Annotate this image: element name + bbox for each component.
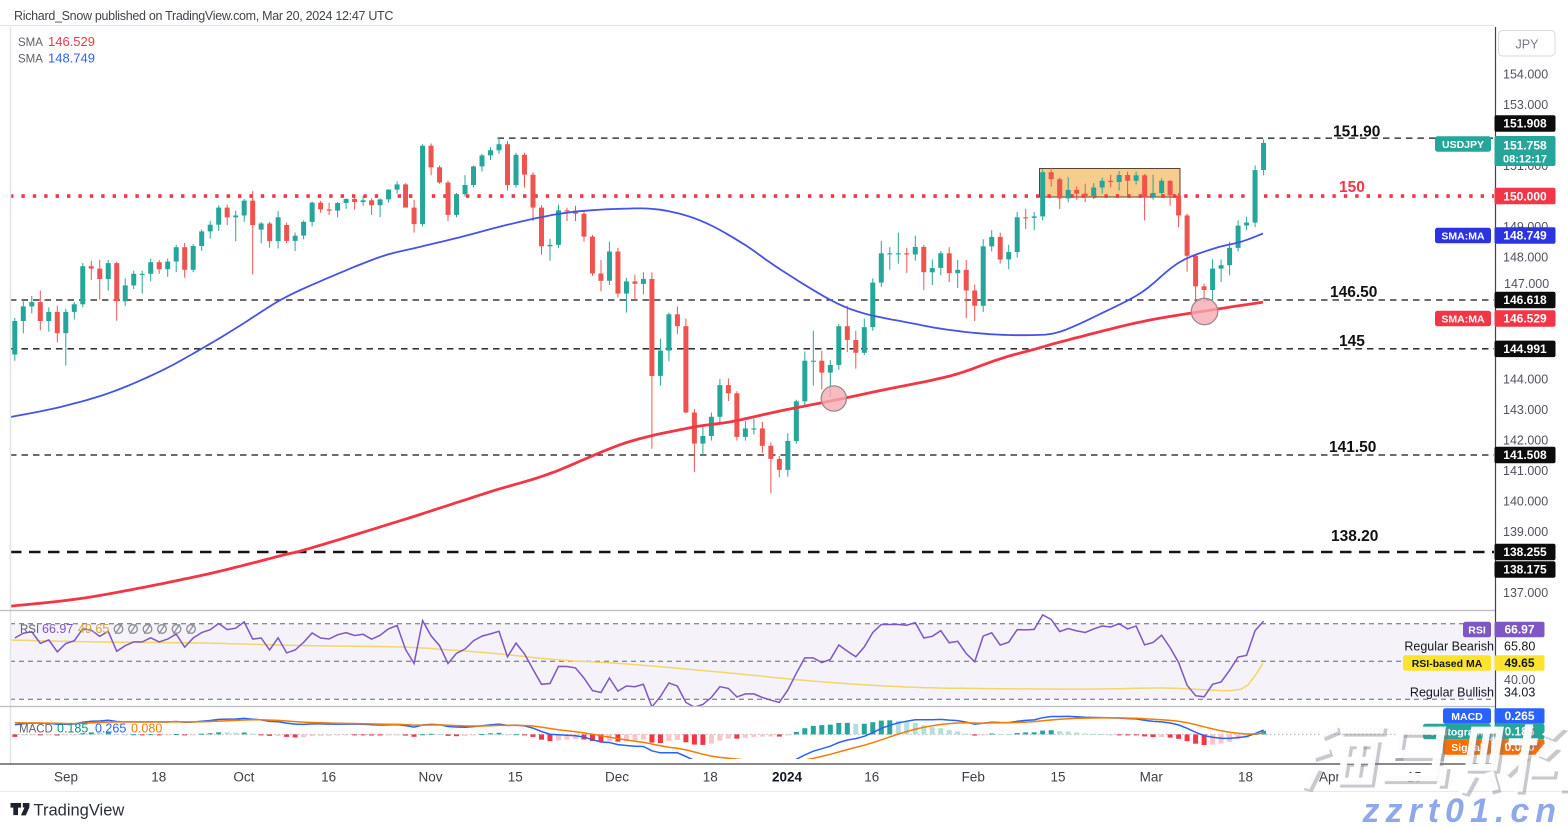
svg-text:137.000: 137.000 (1503, 586, 1548, 600)
svg-text:150.000: 150.000 (1503, 189, 1547, 203)
svg-text:16: 16 (864, 770, 879, 785)
svg-text:USDJPY: USDJPY (1442, 139, 1484, 151)
svg-text:Mar: Mar (1140, 770, 1164, 785)
svg-text:151.908: 151.908 (1503, 117, 1547, 131)
svg-text:SMA:MA: SMA:MA (1441, 313, 1485, 325)
svg-text:15: 15 (1050, 770, 1065, 785)
svg-text:40.00: 40.00 (1504, 673, 1535, 687)
svg-text:144.991: 144.991 (1503, 342, 1547, 356)
svg-text:zzrt01.cn: zzrt01.cn (1362, 792, 1563, 827)
svg-text:49.65: 49.65 (1504, 656, 1534, 670)
svg-text:Nov: Nov (418, 770, 442, 785)
svg-text:SMA:MA: SMA:MA (1441, 230, 1485, 242)
svg-text:Richard_Snow published on Trad: Richard_Snow published on TradingView.co… (14, 9, 393, 23)
svg-text:0.265: 0.265 (95, 722, 126, 736)
svg-text:Feb: Feb (962, 770, 985, 785)
svg-text:141.50: 141.50 (1329, 439, 1376, 456)
svg-text:148.749: 148.749 (1503, 229, 1547, 243)
svg-text:66.97: 66.97 (1504, 623, 1534, 637)
svg-text:Regular Bullish: Regular Bullish (1410, 686, 1494, 700)
svg-text:151.758: 151.758 (1503, 139, 1547, 153)
svg-text:146.529: 146.529 (1503, 312, 1547, 326)
svg-text:16: 16 (321, 770, 336, 785)
svg-text:147.000: 147.000 (1504, 277, 1549, 291)
svg-text:MACD: MACD (19, 724, 53, 736)
svg-text:146.50: 146.50 (1330, 284, 1377, 301)
svg-text:140.000: 140.000 (1503, 494, 1548, 508)
svg-text:148.000: 148.000 (1503, 250, 1548, 264)
svg-text:65.80: 65.80 (1504, 640, 1535, 654)
svg-text:150: 150 (1339, 179, 1365, 196)
svg-text:Oct: Oct (233, 770, 254, 785)
svg-text:Sep: Sep (54, 770, 78, 785)
svg-text:151.90: 151.90 (1333, 124, 1380, 141)
svg-text:153.000: 153.000 (1503, 98, 1548, 112)
svg-text:08:12:17: 08:12:17 (1503, 154, 1547, 166)
svg-text:49.65: 49.65 (78, 622, 109, 636)
svg-text:Apr: Apr (1319, 770, 1341, 785)
svg-text:138.175: 138.175 (1503, 563, 1547, 577)
svg-text:18: 18 (703, 770, 718, 785)
svg-text:146.618: 146.618 (1503, 293, 1547, 307)
svg-text:144.000: 144.000 (1503, 372, 1548, 386)
svg-text:2024: 2024 (772, 770, 803, 785)
svg-text:SMA: SMA (18, 37, 43, 49)
svg-text:SMA: SMA (18, 54, 43, 66)
svg-text:Dec: Dec (605, 770, 629, 785)
svg-text:RSI-based MA: RSI-based MA (1412, 658, 1483, 670)
svg-text:34.03: 34.03 (1504, 686, 1535, 700)
svg-text:15: 15 (508, 770, 523, 785)
svg-text:142.000: 142.000 (1503, 433, 1548, 447)
svg-text:143.000: 143.000 (1503, 403, 1548, 417)
svg-text:154.000: 154.000 (1503, 67, 1548, 81)
svg-text:148.749: 148.749 (48, 51, 95, 66)
svg-text:0.185: 0.185 (57, 722, 88, 736)
svg-text:18: 18 (1238, 770, 1253, 785)
svg-text:0.265: 0.265 (1504, 709, 1534, 723)
svg-text:JPY: JPY (1516, 38, 1540, 52)
svg-text:18: 18 (151, 770, 166, 785)
svg-text:138.20: 138.20 (1331, 528, 1378, 545)
svg-text:MACD: MACD (1451, 711, 1483, 723)
svg-text:RSI: RSI (20, 624, 39, 636)
svg-text:146.529: 146.529 (48, 34, 95, 49)
svg-text:Regular Bearish: Regular Bearish (1404, 640, 1494, 654)
svg-text:0.080: 0.080 (131, 722, 162, 736)
svg-text:145: 145 (1339, 333, 1365, 350)
svg-text:141.000: 141.000 (1503, 464, 1548, 478)
svg-text:139.000: 139.000 (1503, 525, 1548, 539)
svg-text:138.255: 138.255 (1503, 545, 1547, 559)
svg-text:141.508: 141.508 (1503, 448, 1547, 462)
svg-text:66.97: 66.97 (42, 622, 73, 636)
svg-text:RSI: RSI (1468, 624, 1486, 636)
svg-text:TradingView: TradingView (34, 802, 125, 820)
